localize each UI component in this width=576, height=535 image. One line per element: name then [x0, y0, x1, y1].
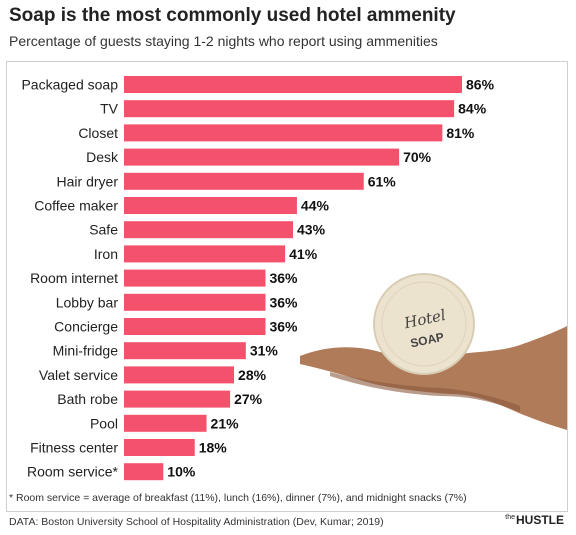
hand-holding-soap-icon: Hotel SOAP — [300, 273, 567, 430]
data-label: 27% — [234, 391, 263, 407]
bar — [124, 366, 235, 384]
soap-bar-rim — [381, 281, 467, 367]
bar — [124, 318, 266, 335]
bar-series: Packaged soap 86% TV 84% Closet 81% Desk 70% Hai… — [21, 76, 495, 481]
data-label: 31% — [250, 343, 279, 359]
bar — [124, 414, 207, 432]
bar — [124, 197, 297, 214]
chart-footnote: * Room service = average of breakfast (1… — [9, 492, 467, 504]
data-source: DATA: Boston University School of Hospit… — [9, 516, 384, 528]
data-label: 36% — [269, 294, 298, 310]
data-label: 43% — [297, 222, 326, 238]
category-label: Hair dryer — [57, 173, 119, 189]
data-label: 28% — [238, 367, 267, 383]
bar — [124, 124, 443, 142]
bar — [124, 221, 293, 239]
bar — [124, 76, 462, 93]
data-label: 70% — [403, 149, 432, 165]
data-label: 44% — [301, 198, 330, 214]
soap-text-soap: SOAP — [409, 330, 445, 351]
data-label: 84% — [458, 101, 487, 117]
brand-logo: theHUSTLE — [505, 513, 564, 527]
bar — [124, 245, 286, 263]
category-label: Room internet — [30, 270, 118, 286]
chart-frame — [6, 61, 568, 512]
data-label: 86% — [466, 77, 495, 93]
bar — [124, 463, 164, 481]
data-label: 61% — [368, 173, 397, 189]
category-label: Safe — [89, 222, 118, 238]
category-label: Closet — [78, 125, 118, 141]
category-label: Bath robe — [57, 391, 118, 407]
data-label: 10% — [167, 464, 196, 480]
data-label: 18% — [199, 440, 228, 456]
category-label: Valet service — [39, 367, 118, 383]
category-label: TV — [100, 101, 119, 117]
brand-prefix: the — [505, 514, 515, 521]
data-label: 21% — [211, 415, 240, 431]
category-label: Mini-fridge — [53, 343, 119, 359]
soap-bar — [373, 273, 475, 375]
category-label: Lobby bar — [56, 294, 119, 310]
category-label: Pool — [90, 415, 118, 431]
data-label: 81% — [446, 125, 475, 141]
category-label: Iron — [94, 246, 118, 262]
bar — [124, 100, 455, 118]
category-label: Packaged soap — [21, 77, 118, 93]
bar — [124, 439, 195, 456]
hand-shadow — [330, 372, 520, 412]
category-label: Concierge — [54, 319, 118, 335]
chart-subtitle: Percentage of guests staying 1-2 nights … — [9, 33, 438, 49]
bar — [124, 342, 246, 360]
category-label: Fitness center — [30, 440, 118, 456]
bar — [124, 172, 364, 190]
data-label: 41% — [289, 246, 318, 262]
bar — [124, 390, 231, 408]
bar — [124, 293, 266, 311]
chart-title: Soap is the most commonly used hotel amm… — [9, 5, 456, 26]
category-label: Desk — [86, 149, 119, 165]
data-label: 36% — [269, 319, 298, 335]
bar — [124, 148, 400, 166]
data-label: 36% — [269, 270, 298, 286]
brand-name: HUSTLE — [516, 513, 564, 527]
bar — [124, 269, 266, 287]
category-label: Coffee maker — [34, 198, 118, 214]
category-label: Room service* — [27, 464, 119, 480]
